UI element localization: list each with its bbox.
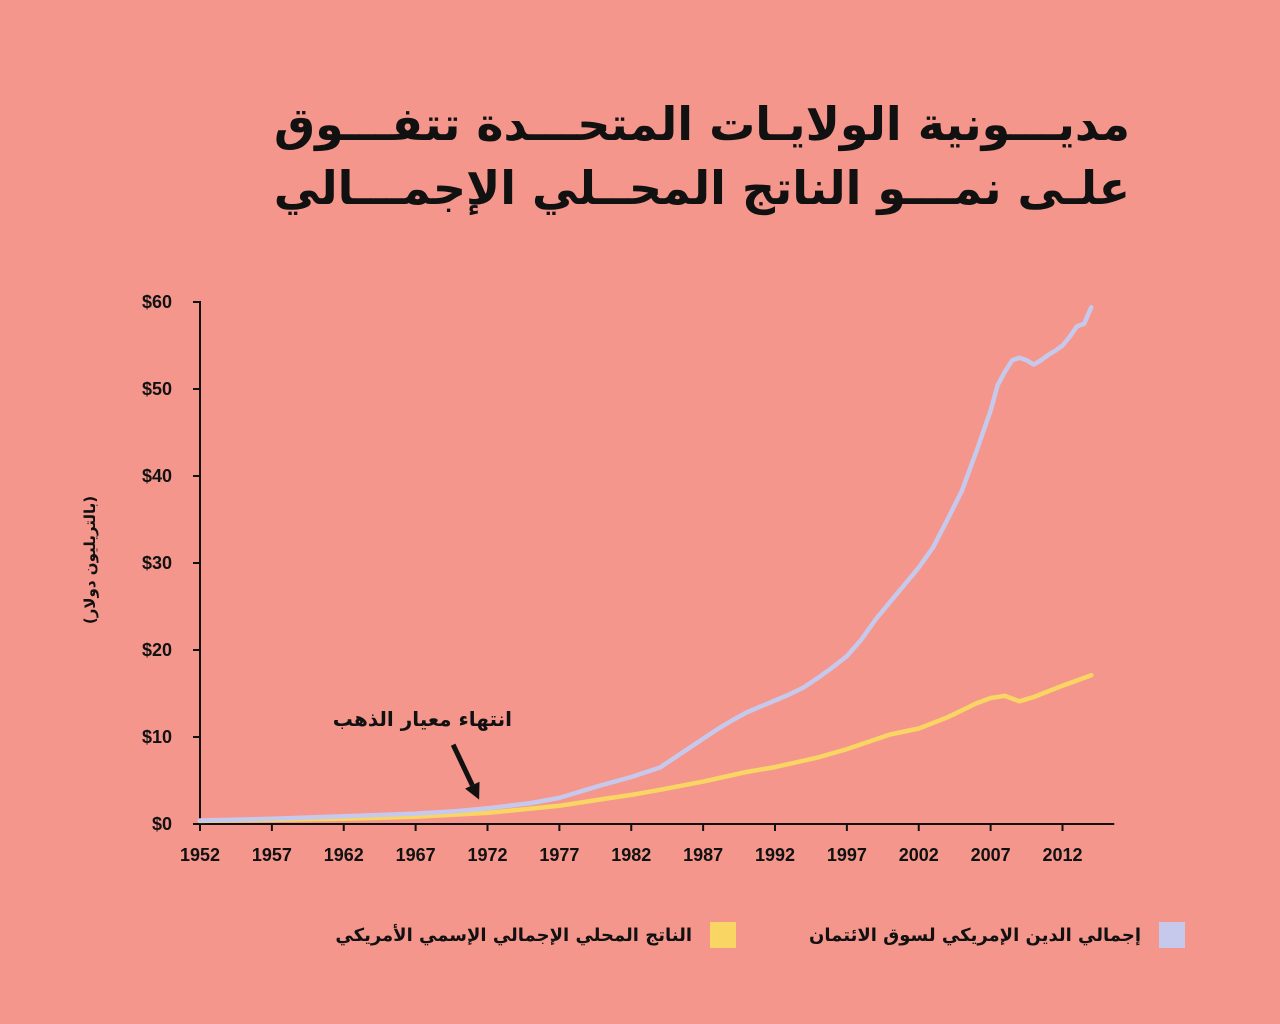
- y-tick-label: $10: [142, 727, 172, 747]
- chart-axes: [199, 301, 1115, 825]
- x-tick-label: 2012: [1042, 845, 1082, 865]
- y-tick-label: $40: [142, 466, 172, 486]
- chart-title: مديـــونية الولايـات المتحـــدة تتفـــوق…: [273, 97, 1130, 215]
- x-tick-label: 1962: [324, 845, 364, 865]
- y-tick-label: $50: [142, 379, 172, 399]
- x-tick-label: 1977: [539, 845, 579, 865]
- legend-swatch-debt: [1159, 922, 1185, 948]
- y-tick-label: $0: [152, 814, 172, 834]
- x-tick-label: 1987: [683, 845, 723, 865]
- debt-line: [197, 304, 1094, 823]
- arrow-head: [465, 781, 480, 800]
- legend-item-debt: إجمالي الدين الإمريكي لسوق الائتمان: [809, 922, 1185, 948]
- arrow-shaft: [450, 743, 475, 787]
- x-tick-label: 1992: [755, 845, 795, 865]
- plot-series: [197, 304, 1094, 824]
- legend-label-gdp: الناتج المحلي الإجمالي الإسمي الأمريكي: [335, 924, 692, 946]
- x-tick-label: 1957: [252, 845, 292, 865]
- legend-swatch-gdp: [710, 922, 736, 948]
- x-tick-label: 2002: [899, 845, 939, 865]
- y-tick-label: $30: [142, 553, 172, 573]
- x-tick-label: 1967: [396, 845, 436, 865]
- gdp-line: [197, 672, 1094, 824]
- x-tick-label: 1972: [467, 845, 507, 865]
- axis-ticks: 1952 1957 1962 1967 1972 1977 1982 1987 1992 1997…: [142, 292, 1083, 865]
- annotation-label: انتهاء معيار الذهب: [332, 707, 512, 731]
- legend-label-debt: إجمالي الدين الإمريكي لسوق الائتمان: [809, 924, 1141, 946]
- x-tick-label: 1952: [180, 845, 220, 865]
- y-tick-label: $60: [142, 292, 172, 312]
- y-tick-label: $20: [142, 640, 172, 660]
- legend-item-gdp: الناتج المحلي الإجمالي الإسمي الأمريكي: [335, 922, 736, 948]
- x-tick-label: 1982: [611, 845, 651, 865]
- annotation-arrow: [450, 743, 480, 800]
- x-tick-label: 1997: [827, 845, 867, 865]
- x-tick-label: 2007: [971, 845, 1011, 865]
